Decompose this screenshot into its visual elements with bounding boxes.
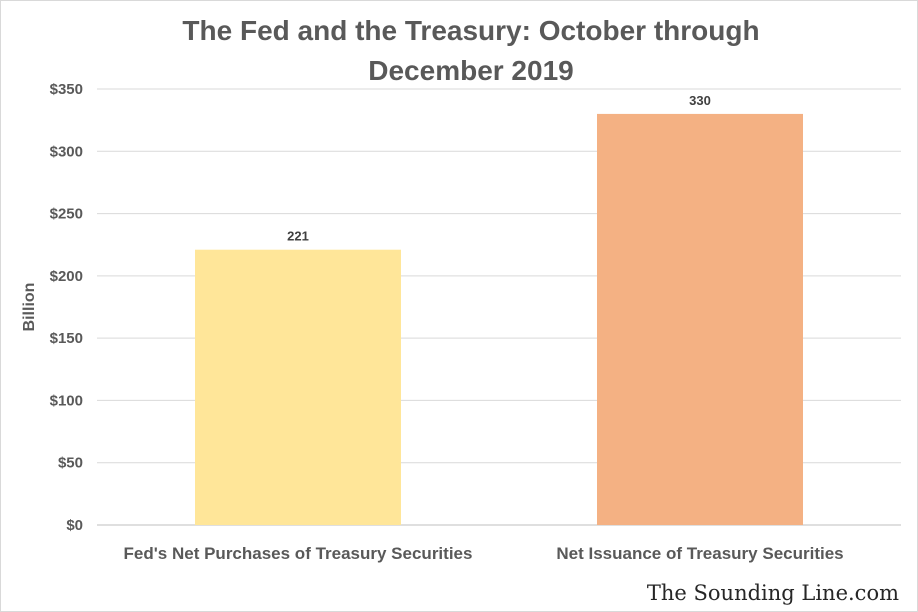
category-label: Net Issuance of Treasury Securities — [556, 544, 843, 563]
y-tick-label: $50 — [58, 455, 83, 472]
chart-title: The Fed and the Treasury: October throug… — [182, 15, 760, 86]
y-tick-label: $150 — [50, 330, 83, 347]
bar — [597, 113, 803, 526]
y-tick-label: $0 — [66, 517, 83, 534]
y-tick-label: $100 — [50, 392, 83, 409]
y-axis-title: Billion — [21, 283, 38, 332]
watermark: The Sounding Line.com — [646, 581, 899, 605]
y-tick-label: $300 — [50, 143, 83, 160]
y-tick-label: $350 — [50, 81, 83, 98]
data-label: 330 — [689, 93, 711, 108]
y-tick-label: $200 — [50, 268, 83, 285]
bar — [195, 249, 401, 525]
y-tick-label: $250 — [50, 206, 83, 223]
data-label: 221 — [287, 229, 309, 244]
category-label: Fed's Net Purchases of Treasury Securiti… — [124, 544, 473, 563]
